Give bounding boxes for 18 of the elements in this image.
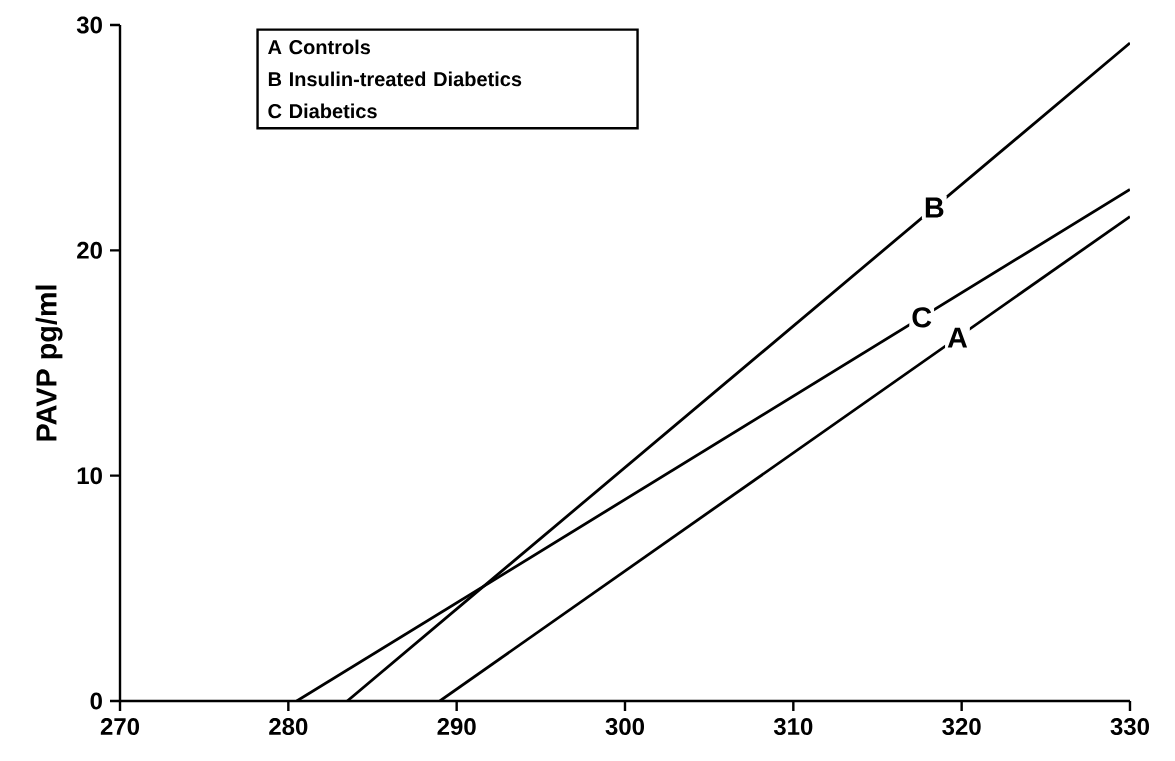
series-label: B <box>925 197 944 218</box>
x-tick-label: 330 <box>1110 718 1150 736</box>
x-tick-label: 300 <box>605 718 645 736</box>
y-axis-title: PAVP pg/ml <box>35 285 63 441</box>
x-tick-label: 280 <box>269 718 308 736</box>
series-label: A <box>947 327 968 348</box>
annotation: B Insulin-treated Diabetics <box>268 71 522 87</box>
x-tick-label: 310 <box>773 718 813 736</box>
annotation: A Controls <box>268 39 371 55</box>
series-label: C <box>912 307 932 328</box>
x-tick-label: 320 <box>942 718 981 736</box>
y-tick-label: 30 <box>76 16 102 34</box>
y-tick-label: 0 <box>90 692 102 710</box>
x-tick-label: 270 <box>100 718 140 736</box>
annotation: C Diabetics <box>268 103 377 119</box>
x-tick-label: 290 <box>437 718 476 736</box>
y-tick-label: 10 <box>77 467 102 485</box>
y-tick-label: 20 <box>77 241 102 259</box>
